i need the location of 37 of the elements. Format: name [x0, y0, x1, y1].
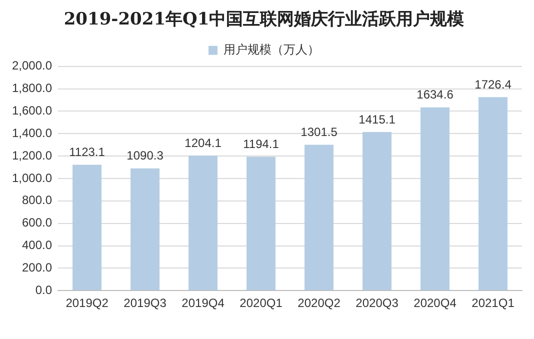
x-tick-label: 2019Q3 [124, 296, 167, 310]
bar [362, 132, 392, 290]
data-label: 1090.3 [126, 148, 164, 163]
y-tick-label: 0.0 [35, 282, 52, 297]
bar [478, 97, 508, 290]
bar [188, 156, 218, 290]
bar [72, 164, 102, 290]
y-tick-label: 1,200.0 [12, 148, 52, 162]
chart-title: 2019-2021年Q1中国互联网婚庆行业活跃用户规模 [64, 10, 464, 30]
legend-label: 用户规模（万人） [224, 42, 320, 57]
x-tick-label: 2019Q2 [66, 296, 109, 310]
bar [130, 168, 160, 290]
y-tick-label: 1,600.0 [12, 104, 52, 118]
y-tick-label: 400.0 [22, 238, 52, 252]
y-tick-label: 1,800.0 [12, 81, 52, 96]
data-label: 1204.1 [184, 136, 222, 150]
bar [420, 107, 450, 290]
data-label: 1194.1 [243, 137, 280, 152]
data-label: 1415.1 [358, 112, 396, 126]
y-tick-label: 200.0 [22, 260, 52, 274]
data-label: 1726.4 [474, 77, 512, 92]
y-tick-label: 2,000.0 [12, 58, 52, 73]
bar [304, 144, 334, 290]
x-tick-label: 2020Q3 [356, 296, 399, 310]
data-label: 1634.6 [416, 88, 454, 102]
y-tick-label: 1,400.0 [12, 126, 52, 140]
x-tick-label: 2021Q1 [472, 296, 515, 310]
y-tick-label: 800.0 [22, 193, 52, 208]
x-tick-label: 2020Q4 [414, 296, 457, 310]
bar [246, 156, 276, 290]
data-label: 1301.5 [300, 125, 338, 140]
x-tick-label: 2020Q2 [298, 296, 341, 310]
y-tick-label: 600.0 [22, 216, 52, 230]
x-tick-label: 2020Q1 [240, 296, 283, 310]
y-tick-label: 1,000.0 [12, 170, 52, 185]
data-label: 1123.1 [69, 145, 106, 160]
x-tick-label: 2019Q4 [182, 296, 225, 310]
